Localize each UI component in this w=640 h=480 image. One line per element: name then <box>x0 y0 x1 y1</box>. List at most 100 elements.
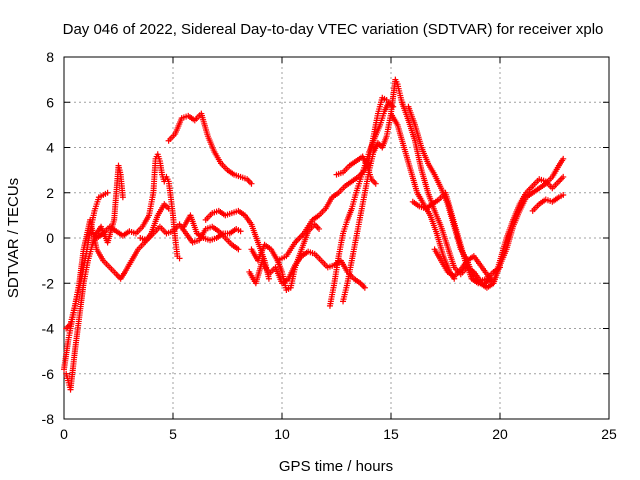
data-point-trail <box>300 249 310 258</box>
data-point-trail <box>276 254 288 263</box>
data-point-trail <box>375 96 385 115</box>
data-point-trail <box>215 231 225 240</box>
data-point-trail <box>293 254 304 267</box>
data-point <box>361 284 368 291</box>
data-point-trail <box>350 175 360 184</box>
data-point-trail <box>193 112 203 122</box>
data-point-trail <box>504 225 516 251</box>
data-point-trail <box>510 203 522 221</box>
data-point-trail <box>188 214 200 235</box>
x-tick-label: 10 <box>274 426 290 442</box>
data-point-trail <box>222 230 231 237</box>
data-point-trail <box>243 214 254 226</box>
data-point-trail <box>437 191 447 201</box>
data-point-trail <box>273 266 285 285</box>
data-point-trail <box>172 237 181 257</box>
data-point-trail <box>432 209 444 228</box>
data-point-trail <box>233 172 242 180</box>
data-point-trail <box>223 236 234 247</box>
data-point-trail <box>92 196 102 212</box>
y-tick-label: -4 <box>42 321 55 337</box>
data-point-trail <box>419 169 431 194</box>
data-point-trail <box>419 146 431 165</box>
data-point-trail <box>67 350 78 391</box>
data-point-trail <box>129 248 141 262</box>
data-point-trail <box>349 237 359 262</box>
data-point-trail <box>537 181 548 191</box>
data-point-trail <box>357 192 368 217</box>
data-point-trail <box>269 248 280 262</box>
data-point-trail <box>556 157 566 167</box>
data-point-trail <box>202 235 211 243</box>
data-point-trail <box>353 214 364 239</box>
series-trace-7 <box>180 212 244 244</box>
data-point-trail <box>299 230 311 251</box>
data-point-trail <box>217 208 227 218</box>
data-point-trail <box>415 191 426 206</box>
y-axis-label: SDTVAR / TECUs <box>5 178 22 298</box>
data-point-trail <box>431 197 441 206</box>
data-point-trail <box>550 164 561 179</box>
data-point-trail <box>491 259 503 285</box>
data-point-trail <box>354 154 365 163</box>
data-point <box>560 155 567 162</box>
data-point-trail <box>337 184 347 195</box>
data-point <box>104 189 111 196</box>
data-point-trail <box>230 242 240 252</box>
data-point <box>248 180 255 187</box>
data-point-trail <box>114 229 125 238</box>
data-point-trail <box>211 208 220 216</box>
data-point-trail <box>311 213 321 222</box>
data-point-trail <box>550 195 561 204</box>
data-point-trail <box>212 150 223 165</box>
data-point-trail <box>307 249 316 257</box>
data-point-trail <box>472 254 483 267</box>
x-tick-label: 0 <box>60 426 68 442</box>
data-point-trail <box>204 224 214 232</box>
y-tick-label: 6 <box>46 94 54 110</box>
data-point-trail <box>219 162 229 172</box>
data-point-trail <box>209 235 218 243</box>
data-point-trail <box>245 177 254 186</box>
data-point-trail <box>449 214 461 239</box>
data-point-trail <box>293 231 306 245</box>
series-trace-10 <box>246 248 368 291</box>
data-point <box>176 255 183 262</box>
y-tick-label: 0 <box>46 230 54 246</box>
data-point-trail <box>338 259 350 274</box>
data-point <box>560 173 567 180</box>
data-point-trail <box>165 228 174 236</box>
data-point-trail <box>267 266 277 276</box>
data-point-trail <box>108 224 118 234</box>
data-point-trail <box>348 159 358 168</box>
data-point-trail <box>483 276 493 286</box>
series-trace-2 <box>63 162 126 393</box>
data-point-trail <box>85 244 95 262</box>
data-point-trail <box>340 282 350 303</box>
data-point-trail <box>72 316 82 353</box>
data-point-trail <box>465 254 476 263</box>
data-point-trail <box>424 202 434 211</box>
data-point-trail <box>504 218 516 239</box>
data-point-trail <box>557 175 565 183</box>
data-point-trail <box>313 252 323 262</box>
data-point-trail <box>401 146 414 172</box>
data-point-trail <box>497 237 509 262</box>
data-point-trail <box>353 178 363 194</box>
data-point-trail <box>358 281 367 290</box>
data-point-trail <box>452 268 463 278</box>
data-point-trail <box>446 270 456 279</box>
data-point-trail <box>101 225 112 235</box>
data-point-trail <box>470 276 480 286</box>
y-tick-label: -8 <box>42 411 55 427</box>
x-axis-label: GPS time / hours <box>279 458 393 475</box>
data-point-trail <box>432 173 444 190</box>
data-point-trail <box>531 202 541 213</box>
data-point <box>316 225 323 232</box>
data-point-trail <box>121 229 131 238</box>
data-point-trail <box>426 162 437 176</box>
data-point-trail <box>118 270 127 281</box>
data-points <box>61 76 567 393</box>
data-point-trail <box>145 232 155 242</box>
data-point-trail <box>352 276 362 286</box>
